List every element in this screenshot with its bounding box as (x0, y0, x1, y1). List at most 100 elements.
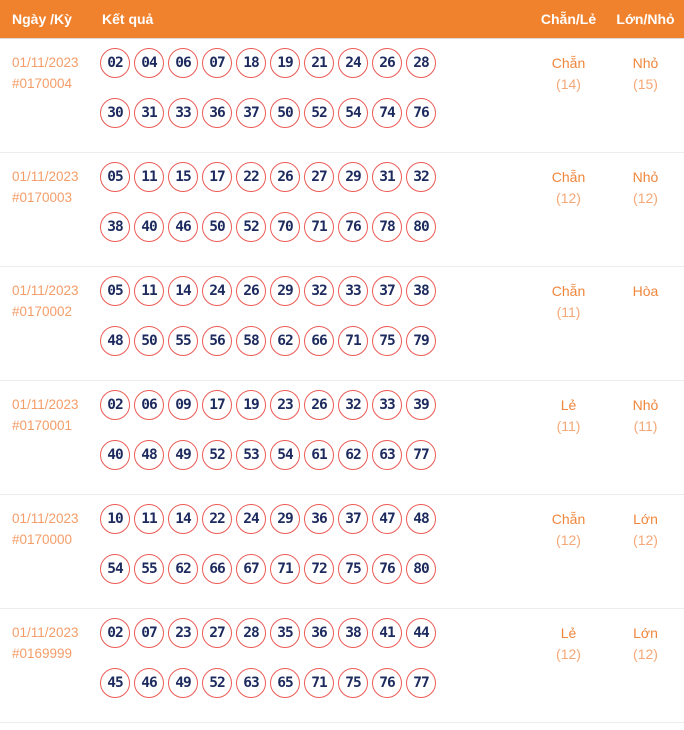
table-row: 01/11/2023 #0170001 02 06 09 17 19 23 26 32 33 39… (0, 381, 684, 495)
number-ball: 32 (338, 390, 368, 420)
number-ball: 67 (236, 554, 266, 584)
draw-period: #0170004 (12, 76, 73, 91)
number-ball: 71 (338, 326, 368, 356)
column-header-even-odd: Chẵn/Lẻ (540, 11, 597, 27)
number-ball: 53 (236, 440, 266, 470)
number-ball: 33 (338, 276, 368, 306)
big-small-cell: Nhỏ (12) (607, 153, 684, 266)
number-ball: 07 (134, 618, 164, 648)
number-ball: 02 (100, 618, 130, 648)
number-ball: 76 (372, 668, 402, 698)
big-small-cell: Nhỏ (15) (607, 39, 684, 152)
even-odd-cell: Lẻ (12) (530, 609, 607, 722)
number-ball: 40 (100, 440, 130, 470)
number-ball: 55 (134, 554, 164, 584)
number-ball: 07 (202, 48, 232, 78)
even-odd-count: (12) (556, 532, 581, 548)
number-ball: 76 (338, 212, 368, 242)
number-ball: 46 (134, 668, 164, 698)
number-ball: 74 (372, 98, 402, 128)
number-ball: 36 (202, 98, 232, 128)
numbers-line-2: 38 40 46 50 52 70 71 76 78 80 (100, 212, 448, 242)
number-ball: 65 (270, 668, 300, 698)
numbers-line-2: 54 55 62 66 67 71 72 75 76 80 (100, 554, 448, 584)
number-ball: 17 (202, 390, 232, 420)
draw-period: #0170003 (12, 190, 73, 205)
number-ball: 70 (270, 212, 300, 242)
table-row: 01/11/2023 #0170000 10 11 14 22 24 29 36 37 47 48… (0, 495, 684, 609)
number-ball: 71 (304, 212, 334, 242)
number-ball: 49 (168, 668, 198, 698)
number-ball: 41 (372, 618, 402, 648)
even-odd-label: Chẵn (551, 283, 586, 299)
date-period-cell: 01/11/2023 #0170003 (0, 153, 100, 266)
number-ball: 27 (304, 162, 334, 192)
number-ball: 50 (270, 98, 300, 128)
number-ball: 19 (236, 390, 266, 420)
date-period-cell: 01/11/2023 #0170004 (0, 39, 100, 152)
number-ball: 47 (372, 504, 402, 534)
even-odd-label: Lẻ (560, 625, 577, 641)
number-ball: 62 (338, 440, 368, 470)
number-ball: 18 (236, 48, 266, 78)
number-ball: 38 (338, 618, 368, 648)
big-small-label: Lớn (633, 625, 658, 641)
even-odd-count: (11) (556, 304, 581, 320)
number-ball: 58 (236, 326, 266, 356)
date-period-cell: 01/11/2023 #0170002 (0, 267, 100, 380)
numbers-line-1: 02 04 06 07 18 19 21 24 26 28 (100, 48, 448, 78)
table-row: 01/11/2023 #0170002 05 11 14 24 26 29 32 33 37 38… (0, 267, 684, 381)
table-row: 01/11/2023 #0170004 02 04 06 07 18 19 21 24 26 28… (0, 39, 684, 153)
date-period-cell: 01/11/2023 #0170000 (0, 495, 100, 608)
number-ball: 38 (406, 276, 436, 306)
numbers-line-2: 48 50 55 56 58 62 66 71 75 79 (100, 326, 448, 356)
draw-period: #0170002 (12, 304, 73, 319)
number-ball: 62 (270, 326, 300, 356)
big-small-count: (12) (633, 190, 658, 206)
result-numbers-cell: 05 11 14 24 26 29 32 33 37 38 48 50 55 56 58 62 66 71 75 7… (100, 267, 448, 380)
even-odd-label: Chẵn (551, 511, 586, 527)
column-header-result: Kết quả (102, 11, 154, 27)
big-small-label: Nhỏ (632, 169, 659, 185)
number-ball: 29 (270, 504, 300, 534)
draw-date: 01/11/2023 (12, 625, 79, 640)
big-small-count: (12) (633, 646, 658, 662)
number-ball: 48 (100, 326, 130, 356)
number-ball: 24 (236, 504, 266, 534)
number-ball: 17 (202, 162, 232, 192)
number-ball: 50 (134, 326, 164, 356)
number-ball: 62 (168, 554, 198, 584)
table-header: Ngày /Kỳ Kết quả Chẵn/Lẻ Lớn/Nhỏ (0, 0, 684, 39)
numbers-line-1: 05 11 14 24 26 29 32 33 37 38 (100, 276, 448, 306)
result-numbers-cell: 02 07 23 27 28 35 36 38 41 44 45 46 49 52 63 65 71 75 76 7… (100, 609, 448, 722)
number-ball: 22 (202, 504, 232, 534)
number-ball: 50 (202, 212, 232, 242)
number-ball: 38 (100, 212, 130, 242)
draw-date: 01/11/2023 (12, 169, 79, 184)
big-small-label: Hòa (632, 283, 659, 299)
number-ball: 36 (304, 618, 334, 648)
number-ball: 75 (338, 668, 368, 698)
draw-date: 01/11/2023 (12, 55, 79, 70)
even-odd-count: (12) (556, 646, 581, 662)
even-odd-label: Chẵn (551, 169, 586, 185)
numbers-line-1: 02 06 09 17 19 23 26 32 33 39 (100, 390, 448, 420)
date-period-cell: 01/11/2023 #0170001 (0, 381, 100, 494)
even-odd-label: Lẻ (560, 397, 577, 413)
even-odd-count: (12) (556, 190, 581, 206)
even-odd-cell: Chẵn (12) (530, 153, 607, 266)
number-ball: 54 (100, 554, 130, 584)
table-row: 01/11/2023 #0170003 05 11 15 17 22 26 27 29 31 32… (0, 153, 684, 267)
number-ball: 35 (270, 618, 300, 648)
numbers-line-2: 30 31 33 36 37 50 52 54 74 76 (100, 98, 448, 128)
draw-period: #0170001 (12, 418, 73, 433)
number-ball: 04 (134, 48, 164, 78)
date-period-cell: 01/11/2023 #0169999 (0, 609, 100, 722)
number-ball: 15 (168, 162, 198, 192)
draw-date: 01/11/2023 (12, 511, 79, 526)
row-spacer (448, 495, 530, 608)
big-small-label: Nhỏ (632, 397, 659, 413)
draw-date: 01/11/2023 (12, 397, 79, 412)
number-ball: 21 (304, 48, 334, 78)
results-table-body: 01/11/2023 #0170004 02 04 06 07 18 19 21 24 26 28… (0, 39, 684, 723)
